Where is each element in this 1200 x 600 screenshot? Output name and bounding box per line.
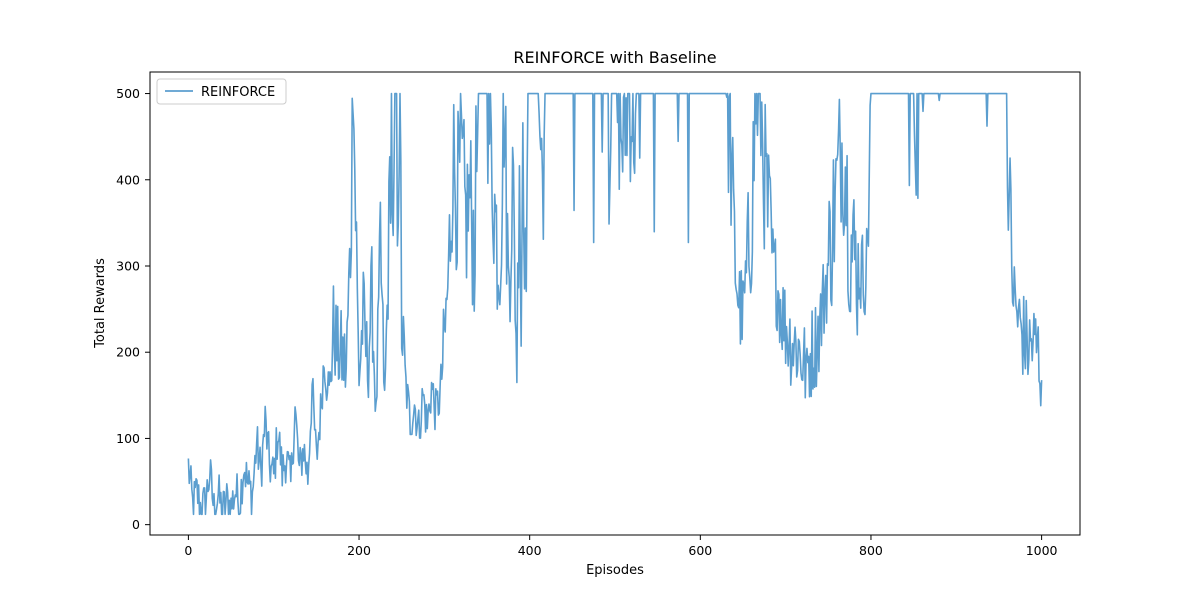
y-tick-label: 0 — [132, 517, 140, 532]
y-tick-label: 200 — [116, 345, 140, 360]
x-tick-label: 1000 — [1026, 543, 1058, 558]
y-axis-label: Total Rewards — [93, 258, 108, 349]
plot-frame — [149, 71, 1081, 536]
x-tick-label: 800 — [859, 543, 883, 558]
x-tick-label: 200 — [347, 543, 371, 558]
y-tick-label: 300 — [116, 258, 140, 273]
y-tick-label: 500 — [116, 86, 140, 101]
y-axis: 0 100 200 300 400 500 — [116, 86, 150, 532]
y-tick-label: 400 — [116, 172, 140, 187]
legend: REINFORCE — [156, 78, 287, 105]
x-tick-label: 600 — [688, 543, 712, 558]
series-line-reinforce — [187, 92, 1043, 516]
x-axis-label: Episodes — [586, 563, 644, 578]
chart-title: REINFORCE with Baseline — [513, 48, 716, 67]
legend-box — [156, 78, 287, 105]
x-tick-label: 0 — [184, 543, 192, 558]
x-axis: 0 200 400 600 800 1000 — [184, 535, 1058, 558]
y-tick-label: 100 — [116, 431, 140, 446]
x-tick-label: 400 — [518, 543, 542, 558]
legend-label-reinforce: REINFORCE — [201, 85, 275, 100]
series-layer — [187, 92, 1043, 516]
